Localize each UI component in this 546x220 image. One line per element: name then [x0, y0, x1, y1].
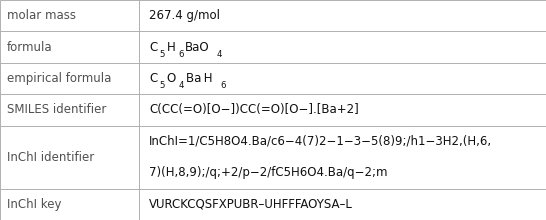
Text: 6: 6: [178, 50, 183, 59]
Text: InChI key: InChI key: [7, 198, 61, 211]
Text: InChI identifier: InChI identifier: [7, 151, 94, 164]
Text: Ba H: Ba H: [186, 72, 212, 85]
Text: InChI=1/C5H8O4.Ba/c6−4(7)2−1−3−5(8)9;/h1−3H2,(H,6,: InChI=1/C5H8O4.Ba/c6−4(7)2−1−3−5(8)9;/h1…: [149, 135, 492, 148]
Text: 6: 6: [220, 81, 225, 90]
Text: C: C: [149, 72, 157, 85]
Text: 4: 4: [217, 50, 222, 59]
Text: H: H: [167, 41, 176, 54]
Text: 5: 5: [159, 81, 165, 90]
Text: 7)(H,8,9);/q;+2/p−2/fC5H6O4.Ba/q−2;m: 7)(H,8,9);/q;+2/p−2/fC5H6O4.Ba/q−2;m: [149, 166, 388, 179]
Text: 4: 4: [179, 81, 184, 90]
Text: C(CC(=O)[O−])CC(=O)[O−].[Ba+2]: C(CC(=O)[O−])CC(=O)[O−].[Ba+2]: [149, 103, 359, 117]
Text: BaO: BaO: [185, 41, 210, 54]
Text: SMILES identifier: SMILES identifier: [7, 103, 106, 117]
Text: formula: formula: [7, 41, 52, 54]
Text: 267.4 g/mol: 267.4 g/mol: [149, 9, 220, 22]
Text: 5: 5: [159, 50, 165, 59]
Text: empirical formula: empirical formula: [7, 72, 111, 85]
Text: C: C: [149, 41, 157, 54]
Text: O: O: [167, 72, 176, 85]
Text: molar mass: molar mass: [7, 9, 75, 22]
Text: VURCKCQSFXPUBR–UHFFFAOYSA–L: VURCKCQSFXPUBR–UHFFFAOYSA–L: [149, 198, 353, 211]
